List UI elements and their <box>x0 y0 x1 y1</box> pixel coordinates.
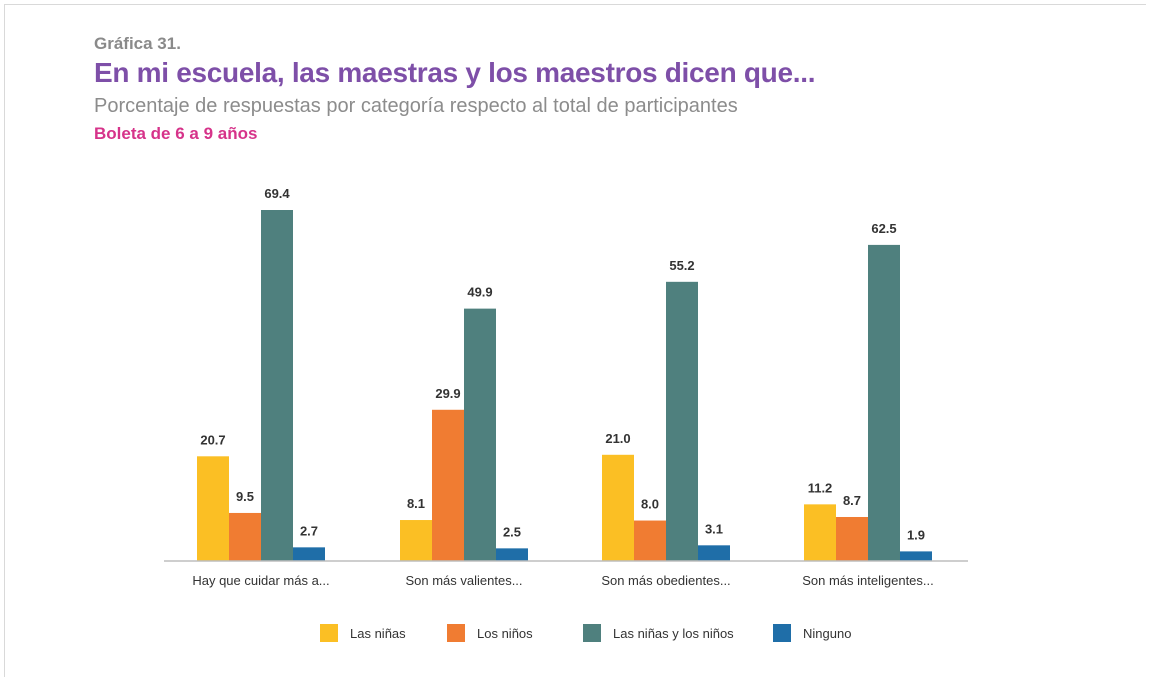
figure-frame <box>4 4 1146 677</box>
category-label-2: Son más valientes... <box>405 573 522 588</box>
legend-swatch-los-ninos <box>447 624 465 642</box>
value-label-las-ninas-y-los-ninos-4: 62.5 <box>871 221 896 236</box>
bar-las-ninas-3 <box>602 454 634 561</box>
legend-swatch-las-ninas-y-los-ninos <box>583 624 601 642</box>
category-labels-layer: Hay que cuidar más a... Son más valientes… <box>192 573 933 588</box>
legend: Las niñas Los niños Las niñas y los niños N… <box>320 624 851 642</box>
value-label-las-ninas-3: 21.0 <box>605 431 630 446</box>
value-label-los-ninos-3: 8.0 <box>641 497 659 512</box>
category-label-3: Son más obedientes... <box>601 573 730 588</box>
value-label-ninguno-1: 2.7 <box>300 523 318 538</box>
bar-ninguno-1 <box>293 547 325 561</box>
value-label-las-ninas-y-los-ninos-3: 55.2 <box>669 258 694 273</box>
value-label-ninguno-3: 3.1 <box>705 521 723 536</box>
value-label-ninguno-4: 1.9 <box>907 527 925 542</box>
chart-group-label: Boleta de 6 a 9 años <box>94 124 258 143</box>
bar-ninguno-2 <box>496 548 528 561</box>
category-label-1: Hay que cuidar más a... <box>192 573 329 588</box>
bar-las-ninas-1 <box>197 456 229 561</box>
bar-los-ninos-3 <box>634 520 666 561</box>
bar-los-ninos-1 <box>229 512 261 561</box>
chart-title: En mi escuela, las maestras y los maestr… <box>94 57 816 88</box>
bar-ninguno-4 <box>900 551 932 561</box>
legend-label-ninguno: Ninguno <box>803 626 851 641</box>
chart-subtitle: Porcentaje de respuestas por categoría r… <box>94 95 738 117</box>
value-label-las-ninas-4: 11.2 <box>808 480 833 495</box>
legend-label-los-ninos: Los niños <box>477 626 533 641</box>
value-label-las-ninas-2: 8.1 <box>407 496 425 511</box>
bar-ninguno-3 <box>698 545 730 561</box>
legend-swatch-ninguno <box>773 624 791 642</box>
category-label-4: Son más inteligentes... <box>802 573 934 588</box>
legend-label-las-ninas: Las niñas <box>350 626 406 641</box>
bar-las-ninas-y-los-ninos-4 <box>868 244 900 561</box>
value-label-las-ninas-y-los-ninos-1: 69.4 <box>264 186 290 201</box>
value-label-los-ninos-2: 29.9 <box>435 386 460 401</box>
bar-las-ninas-2 <box>400 520 432 561</box>
bar-las-ninas-4 <box>804 504 836 561</box>
bars-layer <box>197 210 932 561</box>
bar-los-ninos-2 <box>432 409 464 561</box>
value-label-las-ninas-y-los-ninos-2: 49.9 <box>467 285 492 300</box>
value-label-ninguno-2: 2.5 <box>503 524 521 539</box>
bar-las-ninas-y-los-ninos-3 <box>666 281 698 561</box>
bar-las-ninas-y-los-ninos-1 <box>261 210 293 561</box>
bar-los-ninos-4 <box>836 516 868 561</box>
legend-swatch-las-ninas <box>320 624 338 642</box>
figure-number: Gráfica 31. <box>94 34 181 53</box>
bar-las-ninas-y-los-ninos-2 <box>464 308 496 561</box>
value-label-los-ninos-4: 8.7 <box>843 493 861 508</box>
value-label-las-ninas-1: 20.7 <box>200 432 225 447</box>
value-labels-layer: 20.7 9.5 69.4 2.7 8.1 29.9 49.9 2.5 21.0 8.0 55.2 3… <box>200 186 925 542</box>
chart-header: Gráfica 31. En mi escuela, las maestras … <box>94 34 815 144</box>
value-label-los-ninos-1: 9.5 <box>236 489 254 504</box>
legend-label-las-ninas-y-los-ninos: Las niñas y los niños <box>613 626 734 641</box>
